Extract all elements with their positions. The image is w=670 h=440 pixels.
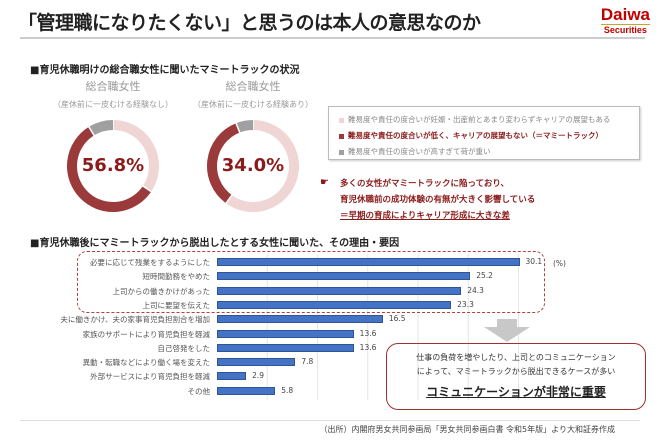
bar-value: 16.5 — [388, 314, 406, 324]
donut2-label: 総合職女性 （産休前に一皮むける経験あり） — [193, 80, 313, 109]
bar — [217, 286, 462, 295]
donut1-label: 総合職女性 （産休前に一皮むける経験なし） — [53, 80, 173, 109]
callout-text: ☛ 多くの女性がマミートラックに陥っており、 育児休職前の成功体験の有無が大きく… — [320, 177, 536, 221]
section2-heading: ■育児休職後にマミートラックから脱出したとする女性に聞いた、その理由・要因 — [30, 238, 400, 249]
bar-label: 夫に働きかけ、夫の家事育児負担割合を増加 — [60, 315, 210, 325]
title-divider — [20, 37, 645, 39]
legend-swatch — [339, 117, 344, 123]
page-title: 「管理職になりたくない」と思うのは本人の意思なのか — [18, 12, 481, 34]
daiwa-logo: Daiwa Securities — [600, 5, 650, 35]
bar-label: 短時間勤務をやめた — [142, 272, 211, 282]
bar-label: 上司からの働きかけがあった — [112, 286, 211, 296]
bar — [217, 272, 471, 281]
legend-swatch — [339, 133, 344, 139]
bar-value: 30.1 — [525, 257, 543, 266]
down-arrow-icon — [484, 319, 530, 342]
bar — [217, 315, 383, 324]
donut2-center-value: 34.0% — [221, 155, 285, 176]
bar-label: 必要に応じて残業をするようにした — [90, 258, 210, 267]
bar — [217, 372, 247, 381]
bar-value: 23.3 — [457, 299, 474, 309]
legend-item: 難易度や責任の度合いが妊娠・出産前とあまり変わらずキャリアの展望もある — [339, 112, 629, 128]
bar-value: 24.3 — [467, 285, 484, 295]
donut2-segment — [225, 120, 299, 212]
bar-value: 25.2 — [476, 271, 493, 281]
donut1-center-value: 56.8% — [81, 155, 145, 176]
bar — [217, 358, 296, 367]
bar — [217, 258, 520, 266]
bar-label: 家族のサポートにより育児負担を軽減 — [82, 329, 210, 339]
bar-value: 2.9 — [252, 371, 265, 381]
bar-label: 外部サービスにより育児負担を軽減 — [90, 372, 210, 382]
donut1-segment — [112, 120, 159, 192]
bar — [217, 300, 452, 309]
donut1-segment — [67, 126, 152, 212]
bar-value: 7.8 — [301, 357, 314, 367]
donut-legend: 難易度や責任の度合いが妊娠・出産前とあまり変わらずキャリアの展望もある 難易度や… — [328, 106, 640, 160]
donut2-segment — [207, 123, 240, 204]
bar-label: 上司に要望を伝えた — [142, 300, 211, 310]
segment-separator — [87, 125, 96, 137]
bar-value: 5.8 — [281, 385, 294, 395]
segment-separator — [235, 122, 241, 134]
legend-item: 難易度や責任の度合いが高すぎて荷が重い — [339, 144, 629, 160]
donut1-segment — [88, 120, 114, 136]
conclusion-box: 仕事の負荷を増やしたり、上司とのコミュニケーション によって、マミートラックから… — [386, 343, 646, 410]
pointing-hand-icon: ☛ — [320, 177, 329, 188]
segment-separator — [224, 193, 234, 205]
highlight-dashed-box — [77, 251, 545, 313]
bar-value: 13.6 — [359, 342, 377, 352]
legend-swatch — [339, 149, 344, 155]
section1-heading: ■育児休職明けの総合職女性に聞いたマミートラックの状況 — [30, 65, 300, 76]
bar — [217, 343, 354, 352]
source-note: （出所）内閣府男女共同参画局「男女共同参画白書 令和5年版」より大和証券作成 — [319, 425, 615, 434]
bar-value: 13.6 — [359, 328, 377, 338]
footer-divider — [20, 420, 640, 421]
bar — [217, 386, 276, 395]
bar-label: 異動・転職などにより働く場を変えた — [82, 358, 210, 368]
bar-label: 自己啓発をした — [157, 343, 211, 353]
bar — [217, 329, 354, 338]
unit-label: (%) — [553, 259, 566, 268]
segment-separator — [141, 184, 153, 193]
bar-label: その他 — [187, 386, 211, 396]
legend-item: 難易度や責任の度合いが低く、キャリアの展望もない（＝マミートラック） — [339, 128, 629, 144]
